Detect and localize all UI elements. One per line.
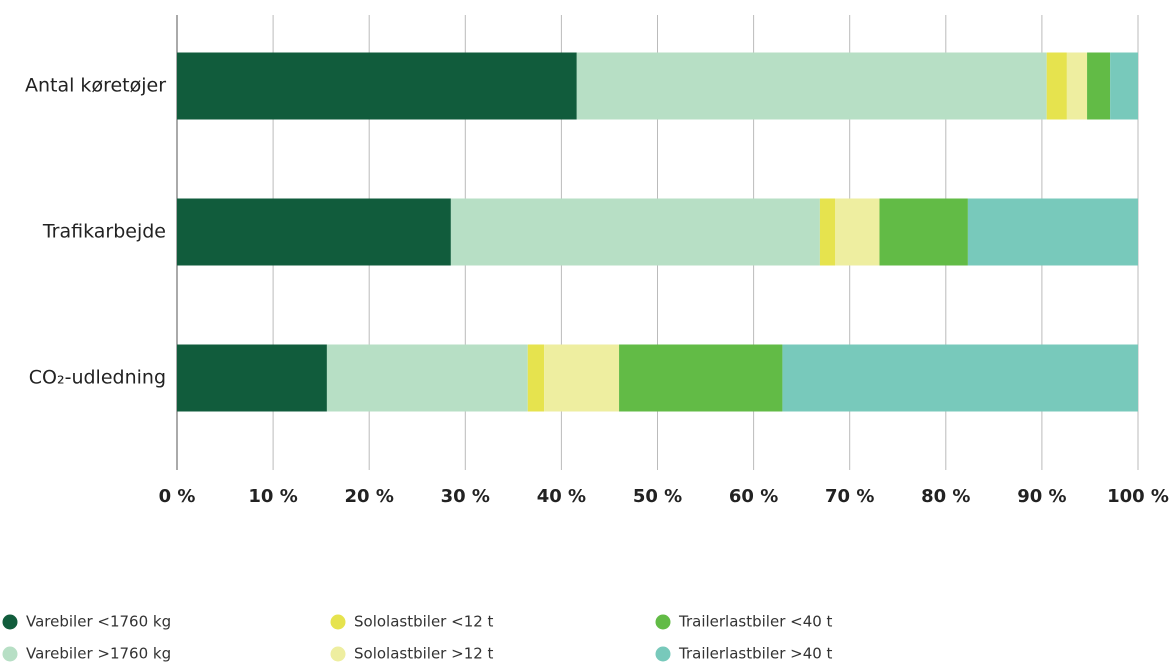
- x-tick-label: 80 %: [921, 486, 970, 507]
- bar-segment: [544, 344, 620, 412]
- legend-label: Sololastbiler <12 t: [354, 613, 494, 631]
- legend-swatch: [330, 614, 346, 630]
- x-tick-label: 0 %: [159, 486, 196, 507]
- bar-segment: [177, 198, 451, 266]
- x-tick-label: 40 %: [537, 486, 586, 507]
- legend-label: Varebiler <1760 kg: [26, 613, 171, 631]
- bar-segment: [326, 344, 528, 412]
- legend-swatch: [655, 614, 671, 630]
- y-tick-label: Trafikarbejde: [42, 221, 166, 243]
- y-tick-label: Antal køretøjer: [25, 75, 166, 97]
- bar-segment: [967, 198, 1138, 266]
- x-tick-label: 30 %: [441, 486, 490, 507]
- bar-segment: [819, 198, 836, 266]
- legend-swatch: [2, 614, 18, 630]
- legend-label: Trailerlastbiler >40 t: [678, 645, 833, 663]
- y-tick-label: CO₂-udledning: [29, 367, 166, 389]
- bar-segment: [619, 344, 783, 412]
- x-tick-label: 90 %: [1017, 486, 1066, 507]
- x-tick-label: 20 %: [345, 486, 394, 507]
- bar-segment: [527, 344, 545, 412]
- legend-label: Sololastbiler >12 t: [354, 645, 494, 663]
- x-tick-label: 70 %: [825, 486, 874, 507]
- x-tick-label: 60 %: [729, 486, 778, 507]
- bar-segment: [1110, 52, 1138, 120]
- bar-segment: [782, 344, 1138, 412]
- legend-swatch: [330, 646, 346, 662]
- bar-segment: [835, 198, 880, 266]
- bar-segment: [1066, 52, 1088, 120]
- x-tick-label: 100 %: [1107, 486, 1169, 507]
- legend-label: Trailerlastbiler <40 t: [678, 613, 833, 631]
- bar-segment: [450, 198, 820, 266]
- bar-segment: [177, 52, 577, 120]
- x-tick-label: 50 %: [633, 486, 682, 507]
- legend-swatch: [655, 646, 671, 662]
- bar-segment: [1046, 52, 1067, 120]
- bar-segment: [1087, 52, 1111, 120]
- bar-segment: [177, 344, 327, 412]
- bar-segment: [879, 198, 968, 266]
- bar-segment: [576, 52, 1047, 120]
- x-tick-label: 10 %: [248, 486, 297, 507]
- legend-swatch: [2, 646, 18, 662]
- legend-label: Varebiler >1760 kg: [26, 645, 171, 663]
